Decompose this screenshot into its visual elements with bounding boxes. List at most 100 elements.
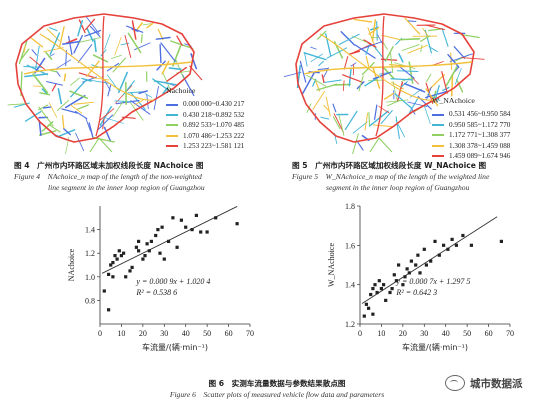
data-point: [111, 275, 115, 279]
road-segment: [162, 86, 169, 95]
data-point: [442, 243, 446, 247]
y-tick-label: 1.4: [345, 281, 355, 290]
road-segment: [43, 47, 64, 53]
road-segment: [323, 105, 331, 113]
y-tick-label: 1.0: [85, 273, 95, 282]
fig6-chart-left: 0 10 20 30 40 50 60 70 0.8 1.0 1.2 1.4 y = 0.000 9x …: [60, 200, 280, 370]
fig4-caption: 图 4 广州市内环路区域未加权线段长度 NAchoice 图 Figure 4 …: [14, 160, 276, 193]
road-segment: [303, 52, 327, 61]
data-point: [113, 254, 117, 258]
road-segment: [428, 46, 438, 53]
legend-swatch: [432, 113, 444, 116]
road-segment: [138, 90, 148, 95]
road-segment: [91, 77, 110, 81]
fig4-legend-title: Nachoice: [166, 86, 196, 95]
legend-swatch: [166, 134, 178, 137]
x-tick-label: 20: [399, 329, 407, 338]
data-point: [379, 287, 383, 291]
x-tick-label: 0: [98, 329, 102, 338]
legend-swatch: [432, 144, 444, 147]
road-segment: [374, 104, 378, 120]
road-segment: [62, 41, 80, 45]
data-point: [134, 245, 138, 249]
road-segment: [73, 34, 83, 54]
road-segment: [114, 36, 122, 56]
data-point: [384, 298, 388, 302]
road-segment: [65, 38, 78, 44]
fig6-caption-en: Figure 6 Scatter plots of measured vehic…: [169, 390, 385, 399]
road-segment: [425, 88, 439, 107]
road-segment: [56, 129, 76, 138]
road-segment: [88, 79, 111, 85]
road-segment: [368, 26, 380, 35]
road-segment: [372, 124, 394, 128]
road-segment: [104, 33, 111, 50]
data-point: [429, 259, 433, 263]
fig5-caption-en-line2: segment in the inner loop region of Guan…: [326, 183, 470, 192]
road-segment: [70, 77, 80, 86]
road-segment: [24, 111, 42, 122]
road-segment: [441, 71, 448, 94]
y-tick-label: 1.2: [85, 249, 95, 258]
data-point: [199, 230, 203, 234]
data-point: [143, 254, 147, 258]
road-segment: [441, 27, 449, 47]
road-segment: [153, 80, 178, 86]
fig5-road-network: [284, 13, 485, 154]
road-segment: [32, 73, 49, 94]
data-point: [394, 279, 398, 283]
data-point: [367, 306, 371, 310]
road-segment: [321, 74, 325, 83]
data-point: [109, 263, 113, 267]
data-point: [433, 239, 437, 243]
road-segment: [325, 96, 331, 117]
data-point: [409, 259, 413, 263]
data-point: [373, 283, 377, 287]
road-segment: [312, 91, 325, 110]
x-tick-label: 50: [203, 329, 211, 338]
legend-swatch: [166, 114, 178, 117]
road-segment: [134, 98, 145, 106]
legend-swatch: [432, 155, 444, 158]
regression-equation: y = 0.000 7x + 1.297 5: [395, 277, 470, 286]
data-point: [397, 263, 401, 267]
road-segment: [190, 53, 198, 70]
data-point: [416, 253, 420, 257]
x-tick-label: 40: [182, 329, 190, 338]
fig4-map: [4, 4, 266, 154]
road-segment: [401, 44, 420, 51]
fig6-caption: 图 6 实测车流量数据与参数结果散点图 Figure 6 Scatter plo…: [0, 378, 554, 400]
fig4-caption-en-line2: line segment in the inner loop region of…: [48, 183, 205, 192]
arterial-road: [303, 61, 473, 75]
road-segment: [23, 45, 26, 53]
arterial-road: [319, 33, 435, 101]
road-segment: [86, 60, 100, 78]
road-segment: [70, 104, 83, 114]
road-segment: [89, 137, 113, 153]
watermark: 城市数据派: [445, 375, 523, 391]
road-segment: [112, 57, 126, 73]
data-point: [124, 275, 128, 279]
data-point: [235, 222, 239, 226]
data-point: [499, 239, 503, 243]
road-segment: [48, 124, 61, 133]
data-point: [190, 228, 194, 232]
fig5-caption: 图 5 广州市内环路区域加权线段长度 W_NAchoice 图 Figure 5…: [292, 160, 554, 193]
road-segment: [338, 33, 360, 46]
road-segment: [318, 60, 324, 67]
legend-item: 1.070 486~1.253 222: [166, 131, 244, 141]
road-segment: [407, 44, 428, 54]
road-segment: [342, 74, 364, 83]
data-point: [414, 263, 418, 267]
road-segment: [115, 99, 140, 105]
arterial-road: [95, 15, 105, 137]
road-segment: [404, 17, 421, 35]
road-segment: [340, 31, 356, 46]
road-segment: [101, 76, 111, 91]
road-segment: [30, 37, 44, 48]
x-axis-label: 车流量/(辆·min⁻¹): [402, 342, 468, 352]
data-point: [450, 237, 454, 241]
data-point: [375, 290, 379, 295]
data-point: [115, 257, 119, 261]
road-segment: [57, 88, 63, 105]
